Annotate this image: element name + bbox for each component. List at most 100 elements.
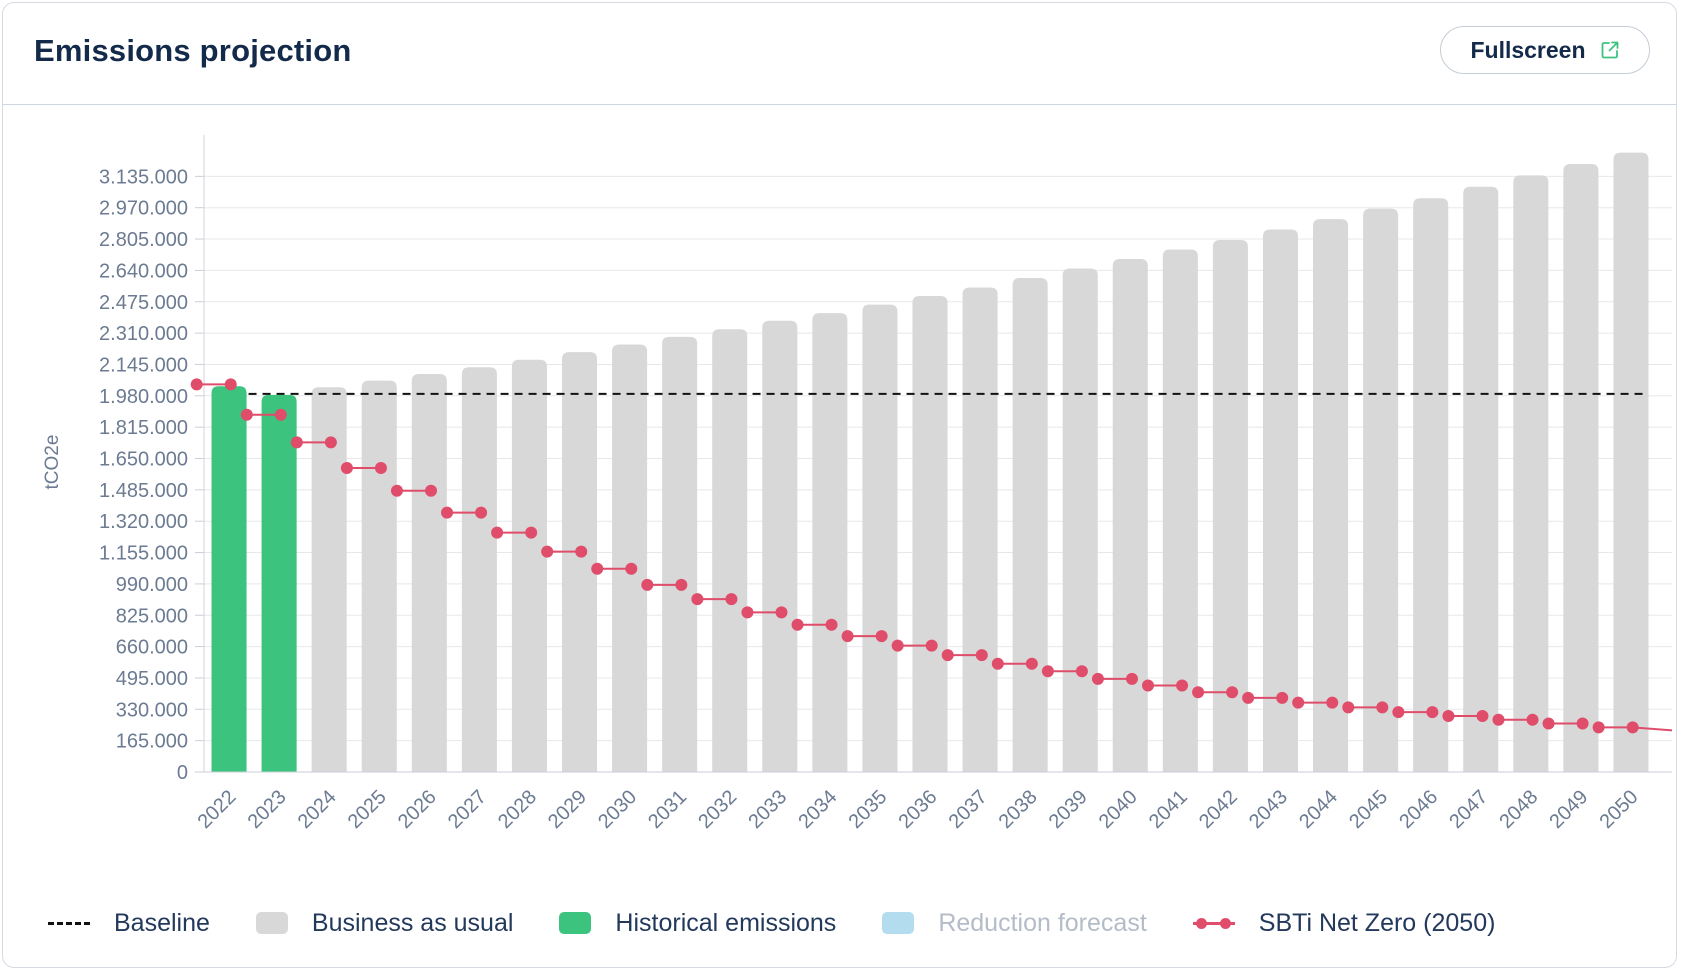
- x-tick-label: 2030: [594, 786, 641, 833]
- sbti-point: [425, 484, 438, 497]
- y-tick-label: 0: [177, 762, 188, 784]
- sbti-point: [1576, 717, 1589, 730]
- sbti-point: [1376, 701, 1389, 714]
- fullscreen-button[interactable]: Fullscreen: [1440, 26, 1650, 74]
- historical-bar: [211, 386, 247, 772]
- sbti-point: [274, 408, 287, 421]
- sbti-point: [675, 578, 688, 591]
- x-tick-label: 2023: [244, 786, 291, 833]
- bau-bar: [411, 373, 447, 772]
- x-tick-label: 2024: [294, 786, 341, 833]
- x-tick-label: 2045: [1345, 786, 1392, 833]
- bau-bar: [561, 352, 598, 772]
- bau-bar: [1262, 229, 1299, 773]
- legend-item-historical[interactable]: Historical emissions: [559, 909, 836, 938]
- x-tick-label: 2026: [394, 786, 441, 833]
- bar-series: [211, 152, 1649, 773]
- y-axis-label: tCO2e: [42, 435, 63, 490]
- y-tick-label: 1.980.000: [99, 386, 188, 408]
- y-tick-label: 165.000: [116, 731, 188, 753]
- sbti-point: [1176, 679, 1189, 692]
- sbti-point: [1142, 679, 1155, 692]
- y-tick-label: 2.805.000: [99, 229, 188, 251]
- sbti-point: [491, 526, 504, 539]
- x-tick-label: 2035: [844, 786, 891, 833]
- sbti-point: [725, 593, 738, 606]
- page-title: Emissions projection: [34, 33, 352, 68]
- legend-label: Reduction forecast: [938, 908, 1147, 937]
- historical-bar: [261, 394, 297, 772]
- sbti-point: [324, 436, 337, 449]
- sbti-point: [1426, 706, 1439, 719]
- sbti-point: [340, 462, 353, 474]
- x-tick-label: 2046: [1395, 786, 1442, 833]
- sbti-point: [991, 657, 1004, 670]
- x-tick-label: 2038: [995, 786, 1042, 833]
- sbti-point: [575, 545, 588, 558]
- sbti-point: [875, 630, 888, 643]
- y-tick-label: 825.000: [116, 605, 188, 627]
- legend-swatch-bau: [255, 912, 288, 934]
- sbti-point: [290, 436, 303, 449]
- legend-swatch-reduction: [882, 912, 915, 934]
- bau-bar: [812, 313, 848, 772]
- sbti-point: [741, 606, 754, 619]
- x-tick-label: 2028: [494, 786, 541, 833]
- sbti-point: [925, 639, 938, 652]
- bau-bar: [1112, 259, 1148, 772]
- sbti-point: [1041, 665, 1054, 678]
- sbti-point: [1476, 709, 1489, 722]
- bau-bar: [1463, 186, 1499, 773]
- x-tick-label: 2032: [694, 786, 741, 833]
- sbti-point: [1025, 657, 1038, 670]
- fullscreen-label: Fullscreen: [1470, 36, 1586, 63]
- sbti-point: [975, 649, 988, 662]
- x-tick-label: 2029: [544, 786, 591, 833]
- sbti-point: [691, 593, 704, 606]
- x-tick-label: 2047: [1445, 786, 1492, 833]
- sbti-point: [190, 378, 203, 391]
- sbti-point: [841, 630, 854, 643]
- x-tick-label: 2025: [344, 786, 391, 833]
- sbti-series: [190, 378, 1673, 734]
- sbti-point: [1192, 686, 1205, 699]
- legend-label: Baseline: [114, 908, 210, 937]
- x-tick-label: 2039: [1045, 786, 1092, 833]
- bau-bar: [461, 367, 497, 772]
- legend-item-bau[interactable]: Business as usual: [255, 909, 513, 938]
- sbti-point: [441, 506, 454, 519]
- sbti-point: [1592, 721, 1605, 734]
- sbti-point: [1442, 709, 1455, 722]
- sbti-point: [1492, 713, 1505, 726]
- y-tick-label: 495.000: [116, 668, 188, 690]
- legend-item-reduction[interactable]: Reduction forecast: [882, 908, 1147, 938]
- bau-bar: [511, 359, 547, 772]
- bau-bar: [361, 380, 397, 772]
- x-axis: 2022 2023 2024 2025 2026 2027 2028 2029 2030 2031…: [194, 771, 1672, 833]
- y-tick-label: 1.485.000: [99, 480, 188, 502]
- y-tick-label: 1.320.000: [99, 511, 188, 533]
- y-tick-label: 1.155.000: [99, 543, 188, 565]
- sbti-point: [941, 649, 954, 662]
- bau-bar: [1012, 278, 1048, 772]
- sbti-point: [1125, 672, 1138, 685]
- sbti-point: [1542, 717, 1555, 730]
- sbti-point: [374, 462, 387, 474]
- y-tick-label: 1.815.000: [99, 417, 188, 439]
- bau-bar: [762, 320, 798, 772]
- sbti-point: [641, 578, 654, 591]
- legend-label: SBTi Net Zero (2050): [1258, 908, 1496, 937]
- x-tick-label: 2044: [1295, 786, 1342, 833]
- x-tick-label: 2027: [444, 786, 491, 833]
- y-tick-label: 330.000: [116, 699, 188, 721]
- x-tick-label: 2049: [1545, 786, 1592, 833]
- sbti-point: [1091, 672, 1104, 685]
- sbti-point: [1342, 701, 1355, 714]
- legend-item-sbti[interactable]: SBTi Net Zero (2050): [1192, 908, 1496, 938]
- bau-bar: [862, 304, 898, 772]
- sbti-point: [791, 618, 804, 631]
- legend-item-baseline[interactable]: Baseline: [48, 909, 210, 938]
- y-tick-label: 2.970.000: [99, 198, 188, 220]
- x-tick-label: 2031: [644, 786, 691, 833]
- sbti-point: [1392, 706, 1405, 719]
